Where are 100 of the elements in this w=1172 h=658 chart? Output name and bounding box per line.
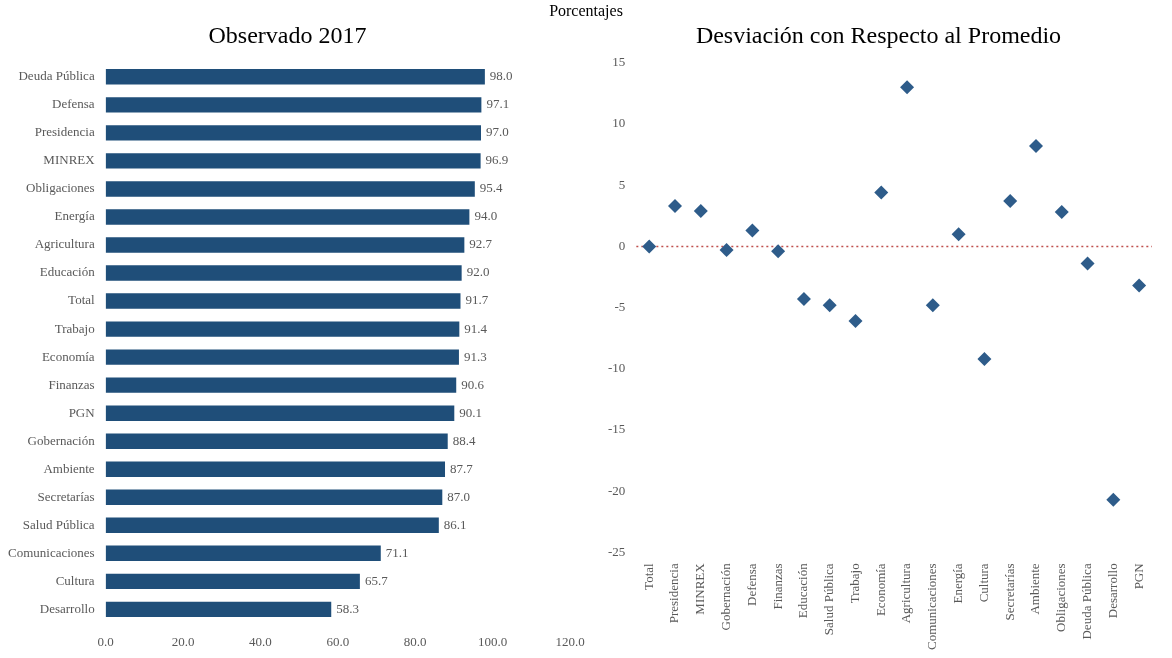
chart-title: Desviación con Respecto al Promedio bbox=[695, 21, 1062, 48]
point bbox=[951, 227, 966, 242]
point bbox=[1106, 492, 1121, 507]
y-tick-label: 15 bbox=[612, 54, 626, 70]
data-label: 91.7 bbox=[465, 292, 489, 308]
y-tick-label: Finanzas bbox=[48, 376, 95, 392]
x-tick-label: Total bbox=[640, 562, 656, 590]
bar bbox=[105, 125, 481, 141]
y-tick-label: -25 bbox=[607, 543, 626, 559]
x-tick-label: 20.0 bbox=[171, 633, 195, 649]
x-tick-label: Deuda Pública bbox=[1078, 563, 1094, 640]
bar bbox=[105, 601, 332, 618]
y-tick-label: Comunicaciones bbox=[7, 544, 95, 560]
y-tick-label: Deuda Pública bbox=[18, 68, 95, 84]
data-label: 96.9 bbox=[485, 152, 509, 168]
x-tick-label: Salud Pública bbox=[821, 563, 837, 636]
x-tick-label: Economía bbox=[872, 563, 888, 617]
point bbox=[719, 243, 734, 258]
x-tick-label: Secretarías bbox=[1001, 563, 1017, 621]
x-tick-label: PGN bbox=[1130, 562, 1146, 590]
point bbox=[693, 203, 708, 218]
data-label: 90.1 bbox=[459, 404, 483, 420]
bar bbox=[105, 573, 360, 590]
data-label: 88.4 bbox=[452, 432, 476, 448]
bar bbox=[105, 293, 461, 309]
x-tick-label: Agricultura bbox=[898, 563, 914, 624]
y-tick-label: Secretarías bbox=[37, 488, 95, 504]
data-label: 92.7 bbox=[469, 236, 493, 252]
data-label: 91.4 bbox=[464, 320, 488, 336]
y-tick-label: Salud Pública bbox=[22, 516, 95, 532]
bar bbox=[105, 461, 446, 477]
data-label: 87.7 bbox=[450, 460, 474, 476]
bar bbox=[105, 265, 462, 281]
bar bbox=[105, 237, 465, 253]
y-tick-label: Presidencia bbox=[34, 124, 95, 140]
point bbox=[1028, 139, 1043, 154]
bar bbox=[105, 181, 475, 197]
chart-subtitle: Porcentajes bbox=[548, 2, 624, 20]
y-tick-label: Trabajo bbox=[54, 320, 95, 336]
y-tick-label: Gobernación bbox=[27, 432, 96, 448]
x-tick-label: 120.0 bbox=[555, 633, 585, 649]
y-tick-label: 0 bbox=[618, 237, 626, 253]
bar bbox=[105, 545, 381, 562]
data-label: 95.4 bbox=[479, 180, 504, 196]
point bbox=[848, 314, 863, 329]
x-tick-label: Obligaciones bbox=[1053, 563, 1069, 632]
point bbox=[1080, 256, 1095, 271]
point bbox=[900, 80, 915, 95]
x-tick-label: Presidencia bbox=[666, 563, 682, 624]
point bbox=[977, 351, 992, 366]
point bbox=[874, 185, 889, 200]
point bbox=[796, 292, 811, 307]
y-tick-label: -20 bbox=[607, 482, 626, 498]
y-tick-label: Total bbox=[68, 292, 96, 308]
y-tick-label: Ambiente bbox=[43, 460, 95, 476]
x-tick-label: 60.0 bbox=[326, 633, 350, 649]
y-tick-label: 5 bbox=[618, 176, 626, 192]
bar bbox=[105, 97, 482, 113]
x-tick-label: Desarrollo bbox=[1104, 563, 1120, 619]
bar bbox=[105, 209, 470, 225]
bar bbox=[105, 489, 443, 505]
bar bbox=[105, 405, 455, 421]
data-label: 71.1 bbox=[385, 544, 409, 560]
point bbox=[1054, 205, 1069, 220]
y-tick-label: Energía bbox=[54, 208, 95, 224]
x-tick-label: 40.0 bbox=[249, 633, 272, 649]
bar bbox=[105, 517, 439, 533]
data-label: 98.0 bbox=[489, 68, 513, 84]
data-label: 65.7 bbox=[364, 572, 389, 588]
data-label: 97.1 bbox=[486, 96, 510, 112]
bar bbox=[105, 377, 457, 393]
y-tick-label: Obligaciones bbox=[26, 180, 95, 196]
bar bbox=[105, 349, 459, 365]
point bbox=[822, 298, 837, 313]
data-label: 86.1 bbox=[443, 516, 467, 532]
x-tick-label: 100.0 bbox=[477, 633, 508, 649]
y-tick-label: 10 bbox=[612, 115, 626, 131]
data-label: 97.0 bbox=[486, 124, 509, 140]
x-tick-label: Educación bbox=[795, 562, 811, 619]
data-label: 91.3 bbox=[463, 348, 487, 364]
data-label: 90.6 bbox=[461, 376, 485, 392]
y-tick-label: PGN bbox=[68, 404, 96, 420]
point bbox=[771, 244, 786, 259]
y-tick-label: -5 bbox=[614, 299, 626, 314]
bar bbox=[105, 433, 448, 449]
y-tick-label: Educación bbox=[39, 264, 96, 280]
y-tick-label: -15 bbox=[607, 421, 626, 437]
chart-title: Observado 2017 bbox=[208, 21, 367, 48]
x-tick-label: Finanzas bbox=[769, 563, 785, 610]
data-label: 58.3 bbox=[336, 600, 359, 616]
bar bbox=[105, 153, 481, 169]
point bbox=[642, 239, 657, 254]
y-tick-label: Agricultura bbox=[34, 236, 95, 252]
x-tick-label: 80.0 bbox=[403, 633, 427, 649]
x-tick-label: MINREX bbox=[692, 562, 708, 615]
point bbox=[745, 223, 760, 238]
y-tick-label: Economía bbox=[41, 348, 95, 364]
data-label: 94.0 bbox=[474, 208, 498, 224]
data-label: 87.0 bbox=[447, 488, 471, 504]
x-tick-label: Cultura bbox=[975, 563, 991, 603]
